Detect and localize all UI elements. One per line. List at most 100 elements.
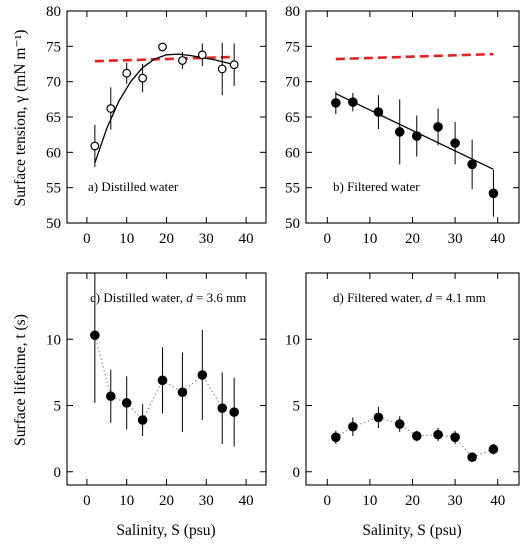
panel-b-data-point [488,188,499,199]
x-axis-label-right: Salinity, S (psu) [362,522,461,539]
panel-a-lines [94,53,235,164]
panel-a-annotation: a) Distilled water [88,179,179,194]
panel-a-data-point [90,141,100,151]
panel-c-annotation: c) Distilled water, d = 3.6 mm [90,290,246,305]
panel-c-data-point [157,375,168,386]
panel-a-ytick-label: 75 [46,39,61,55]
panel-a-data-point [138,73,148,83]
x-axis-label-left: Salinity, S (psu) [116,522,215,539]
panel-d-xtick-label: 40 [490,493,505,509]
panel-b-fit-line [335,93,494,170]
panel-d-annotation-prefix: d) Filtered water, [333,290,426,305]
panel-c-ytick-label: 0 [54,465,62,481]
panel-d-xtick-label: 10 [362,493,377,509]
panel-a-points [90,42,239,151]
panel-a-data-point [122,68,132,78]
panel-b-data-point [394,127,405,137]
panel-a-xtick-label: 30 [199,231,214,247]
panel-b-ytick-label: 50 [285,216,300,232]
panel-c-xtick-label: 0 [83,493,91,509]
panel-b-ticks [306,10,519,224]
panel-c-xtick-label: 20 [159,493,174,509]
panel-d-ytick-label: 0 [293,465,301,481]
panel-a-data-point [229,60,239,70]
panel-c: 0 5 10 0 10 20 30 40 c) Distilled water, d = 3… [46,272,267,509]
panel-c-xtick-label: 30 [199,493,214,509]
panel-d-data-point [467,452,477,462]
panel-b-ytick-label: 65 [285,110,300,126]
panel-b-x-tick-labels: 0 10 20 30 40 [324,231,506,247]
panel-b-ytick-label: 60 [285,145,300,161]
panel-b-xtick-label: 40 [490,231,505,247]
panel-b-lines [335,52,494,170]
panel-c-data-point [90,330,100,341]
panel-c-ytick-label: 10 [46,332,61,348]
panel-c-y-tick-labels: 0 5 10 [46,332,61,481]
panel-c-data-point [137,415,148,425]
panel-d-data-point [450,432,460,443]
panel-c-xtick-label: 10 [119,493,134,509]
panel-b-data-point [450,138,460,148]
panel-a-ytick-label: 65 [46,110,61,126]
panel-c-annotation-prefix: c) Distilled water, [90,290,186,305]
panel-d-data-point [488,444,499,455]
panel-a-ytick-label: 50 [46,216,61,232]
panel-b-xtick-label: 30 [448,231,463,247]
panel-c-ticks [67,272,266,485]
panel-a: 50 55 60 65 70 75 80 0 10 20 30 40 a) Distilled wa… [46,4,267,247]
panel-b-data-point [331,98,341,108]
panel-c-xtick-label: 40 [239,493,254,509]
panel-b-y-tick-labels: 50 55 60 65 70 75 80 [285,4,300,232]
panel-a-xtick-label: 40 [239,231,254,247]
panel-d-x-tick-labels: 0 10 20 30 40 [324,493,506,509]
panel-d-data-point [394,419,405,429]
y-axis-label-surface-lifetime: Surface lifetime, t (s) [12,314,29,446]
panel-b-annotation: b) Filtered water [333,179,420,194]
panel-d-annotation-value: = 4.1 mm [432,290,486,305]
panel-c-annotation-var: d [186,290,193,305]
panel-a-ytick-label: 80 [46,4,61,20]
panel-c-data-point [217,403,228,413]
panel-b-data-point [373,107,384,117]
panel-d-connector-line [335,416,494,458]
panel-c-data-point [197,370,208,380]
panel-a-data-point [158,42,167,52]
panel-d-ytick-label: 5 [293,399,301,415]
panel-d-y-tick-labels: 0 5 10 [285,332,300,481]
panel-a-ytick-label: 55 [46,181,61,197]
panel-a-data-point [106,104,116,113]
panel-b-xtick-label: 10 [362,231,377,247]
panel-c-data-point [121,398,132,408]
panel-a-y-tick-labels: 50 55 60 65 70 75 80 [46,4,61,232]
panel-a-xtick-label: 0 [83,231,91,247]
panel-b-ytick-label: 75 [285,39,300,55]
panel-c-data-point [229,407,239,417]
panel-d: 0 5 10 0 10 20 30 40 d) Filtered water, d = 4.… [285,272,520,509]
panel-b-data-point [348,97,358,107]
panel-c-ytick-label: 5 [54,399,62,415]
panel-b-data-point [433,122,443,132]
panel-d-ytick-label: 10 [285,332,300,348]
panel-c-x-tick-labels: 0 10 20 30 40 [83,493,253,509]
panel-d-data-point [348,421,358,432]
panel-b-error-bars [335,91,494,217]
panel-d-ticks [306,272,519,485]
panel-a-fit-curve [94,53,235,164]
panel-a-data-point [197,50,207,60]
panel-a-x-tick-labels: 0 10 20 30 40 [83,231,253,247]
panel-a-xtick-label: 20 [159,231,174,247]
panel-b-xtick-label: 0 [324,231,332,247]
panel-b: 50 55 60 65 70 75 80 0 10 20 30 40 b) Filtered wat… [285,4,520,247]
panel-d-xtick-label: 0 [324,493,332,509]
panel-c-points [90,330,239,425]
panel-d-annotation-var: d [426,290,433,305]
panel-a-xtick-label: 10 [119,231,134,247]
panel-b-ytick-label: 70 [285,75,300,91]
panel-b-ytick-label: 55 [285,181,300,197]
panel-d-data-point [411,431,422,441]
panel-b-data-point [411,131,422,141]
panel-c-data-point [105,391,116,402]
panel-b-points [331,97,499,199]
y-axis-label-surface-tension: Surface tension, γ (mN m⁻¹) [12,30,29,207]
